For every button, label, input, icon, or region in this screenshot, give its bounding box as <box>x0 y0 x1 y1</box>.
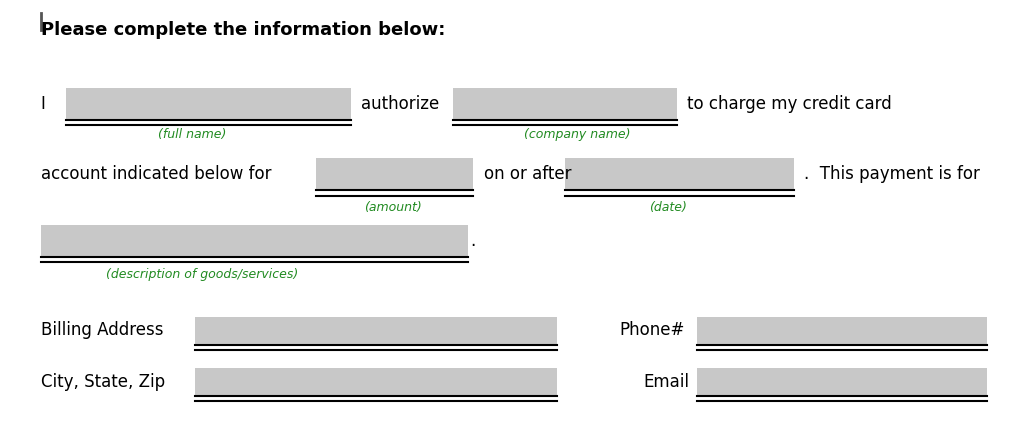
Bar <box>697 368 987 396</box>
Text: Phone#: Phone# <box>619 321 684 339</box>
Bar <box>195 317 557 345</box>
Text: account indicated below for: account indicated below for <box>41 165 271 183</box>
Text: .  This payment is for: . This payment is for <box>804 165 980 183</box>
Bar <box>195 368 557 396</box>
Text: Billing Address: Billing Address <box>41 321 163 339</box>
Text: (amount): (amount) <box>364 201 422 214</box>
Text: I: I <box>41 95 46 113</box>
Text: to charge my credit card: to charge my credit card <box>687 95 892 113</box>
Bar <box>41 225 468 257</box>
Text: authorize: authorize <box>361 95 440 113</box>
Text: Please complete the information below:: Please complete the information below: <box>41 21 445 39</box>
Bar <box>565 158 794 190</box>
Bar <box>453 88 677 120</box>
Text: (description of goods/services): (description of goods/services) <box>106 268 298 281</box>
Bar <box>66 88 351 120</box>
Text: on or after: on or after <box>484 165 571 183</box>
Text: (date): (date) <box>649 201 687 214</box>
Bar <box>697 317 987 345</box>
Text: (company name): (company name) <box>524 128 631 141</box>
Text: (full name): (full name) <box>158 128 226 141</box>
Bar <box>316 158 473 190</box>
Text: City, State, Zip: City, State, Zip <box>41 373 165 391</box>
Text: Email: Email <box>643 373 689 391</box>
Text: .: . <box>470 232 475 250</box>
